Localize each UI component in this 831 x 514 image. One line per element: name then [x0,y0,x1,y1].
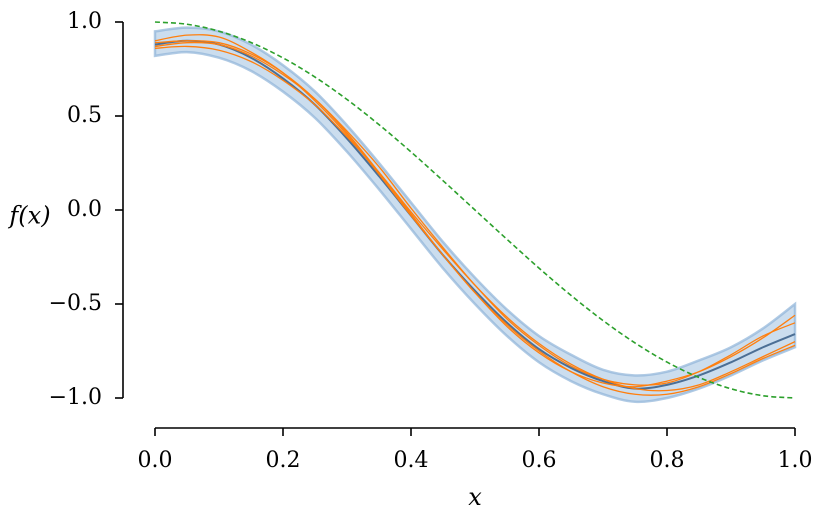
x-tick-label: 0.2 [266,448,301,473]
y-axis-label: f(x) [7,202,50,230]
mean-line [154,39,796,390]
confidence-band [153,26,797,404]
sample-line-1 [154,40,796,388]
y-tick-label: 0.5 [67,103,102,128]
y-tick-label: 1.0 [67,9,102,34]
sample-line-2 [154,45,796,392]
x-tick-label: 0.0 [138,448,173,473]
y-tick-label: −0.5 [49,291,102,316]
x-tick-label: 0.6 [522,448,557,473]
y-tick-label: −1.0 [49,385,102,410]
true-function-line [154,21,796,399]
x-axis-label: x [468,483,482,511]
x-tick-label: 0.4 [394,448,429,473]
x-tick-label: 1.0 [778,448,813,473]
y-tick-label: 0.0 [67,197,102,222]
sample-line-3 [154,34,796,396]
sample-line-4 [154,41,796,386]
x-tick-label: 0.8 [650,448,685,473]
